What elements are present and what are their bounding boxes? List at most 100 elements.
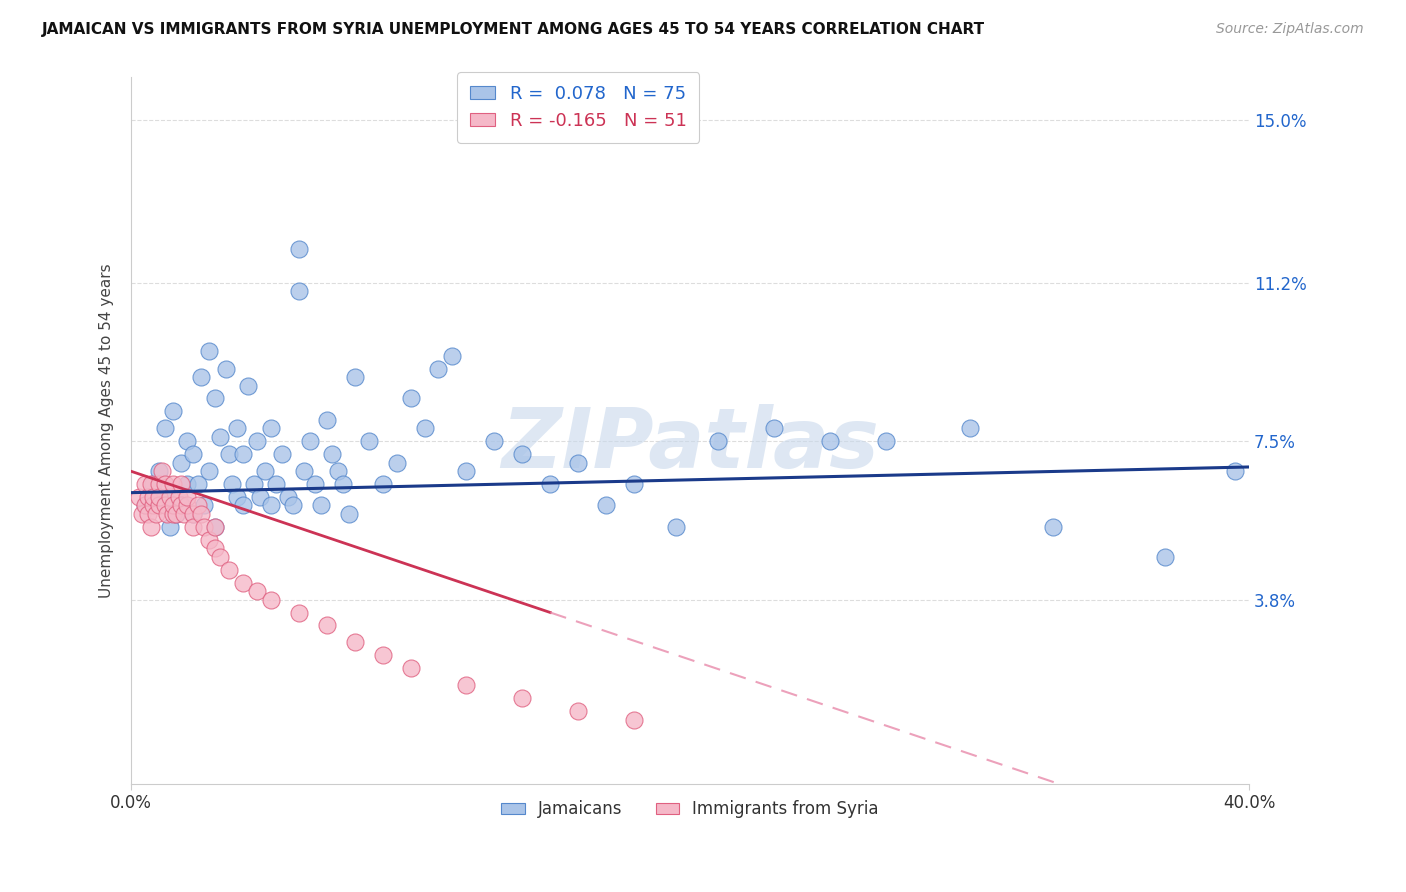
Point <box>343 635 366 649</box>
Point <box>287 285 309 299</box>
Point <box>413 421 436 435</box>
Point <box>281 499 304 513</box>
Point <box>142 499 165 513</box>
Point <box>128 490 150 504</box>
Point <box>959 421 981 435</box>
Point <box>254 464 277 478</box>
Point <box>623 477 645 491</box>
Point <box>332 477 354 491</box>
Point <box>136 507 159 521</box>
Point <box>399 392 422 406</box>
Point <box>173 507 195 521</box>
Legend: Jamaicans, Immigrants from Syria: Jamaicans, Immigrants from Syria <box>495 794 886 825</box>
Point <box>215 361 238 376</box>
Point <box>170 477 193 491</box>
Point <box>309 499 332 513</box>
Point <box>134 499 156 513</box>
Point <box>142 490 165 504</box>
Point <box>385 456 408 470</box>
Point <box>1154 549 1177 564</box>
Point <box>204 520 226 534</box>
Point <box>1042 520 1064 534</box>
Point <box>510 447 533 461</box>
Point <box>148 499 170 513</box>
Point <box>243 477 266 491</box>
Point <box>567 704 589 718</box>
Point <box>136 490 159 504</box>
Point <box>176 499 198 513</box>
Point <box>238 378 260 392</box>
Point <box>304 477 326 491</box>
Point <box>510 691 533 706</box>
Point <box>271 447 294 461</box>
Point <box>623 713 645 727</box>
Point <box>190 507 212 521</box>
Point <box>153 421 176 435</box>
Point <box>292 464 315 478</box>
Text: Source: ZipAtlas.com: Source: ZipAtlas.com <box>1216 22 1364 37</box>
Point <box>162 404 184 418</box>
Point <box>595 499 617 513</box>
Point <box>209 549 232 564</box>
Point <box>538 477 561 491</box>
Point <box>170 499 193 513</box>
Point <box>1223 464 1246 478</box>
Point <box>193 499 215 513</box>
Text: JAMAICAN VS IMMIGRANTS FROM SYRIA UNEMPLOYMENT AMONG AGES 45 TO 54 YEARS CORRELA: JAMAICAN VS IMMIGRANTS FROM SYRIA UNEMPL… <box>42 22 986 37</box>
Point <box>343 370 366 384</box>
Point <box>246 434 269 449</box>
Point <box>321 447 343 461</box>
Point <box>159 490 181 504</box>
Point <box>427 361 450 376</box>
Point <box>165 507 187 521</box>
Point <box>218 563 240 577</box>
Point <box>181 507 204 521</box>
Point <box>153 490 176 504</box>
Point <box>298 434 321 449</box>
Point <box>357 434 380 449</box>
Point <box>198 344 221 359</box>
Point <box>198 533 221 547</box>
Point <box>249 490 271 504</box>
Point <box>176 477 198 491</box>
Point <box>187 477 209 491</box>
Point <box>181 507 204 521</box>
Point <box>371 477 394 491</box>
Point <box>315 413 337 427</box>
Point <box>441 349 464 363</box>
Point <box>326 464 349 478</box>
Point <box>707 434 730 449</box>
Point <box>139 477 162 491</box>
Point <box>153 477 176 491</box>
Point <box>260 592 283 607</box>
Point <box>399 661 422 675</box>
Point <box>226 421 249 435</box>
Point <box>134 499 156 513</box>
Point <box>145 507 167 521</box>
Point <box>165 507 187 521</box>
Point <box>131 507 153 521</box>
Point <box>170 499 193 513</box>
Text: ZIPatlas: ZIPatlas <box>501 404 879 485</box>
Point <box>287 606 309 620</box>
Point <box>181 447 204 461</box>
Point <box>187 499 209 513</box>
Point <box>148 490 170 504</box>
Point <box>456 464 478 478</box>
Point <box>139 520 162 534</box>
Point <box>762 421 785 435</box>
Point <box>162 499 184 513</box>
Point <box>266 477 288 491</box>
Point <box>193 520 215 534</box>
Point <box>176 434 198 449</box>
Point <box>148 464 170 478</box>
Point <box>150 464 173 478</box>
Point <box>315 618 337 632</box>
Point <box>232 499 254 513</box>
Point <box>134 477 156 491</box>
Point <box>176 490 198 504</box>
Point <box>232 447 254 461</box>
Point <box>156 507 179 521</box>
Point <box>162 507 184 521</box>
Point <box>818 434 841 449</box>
